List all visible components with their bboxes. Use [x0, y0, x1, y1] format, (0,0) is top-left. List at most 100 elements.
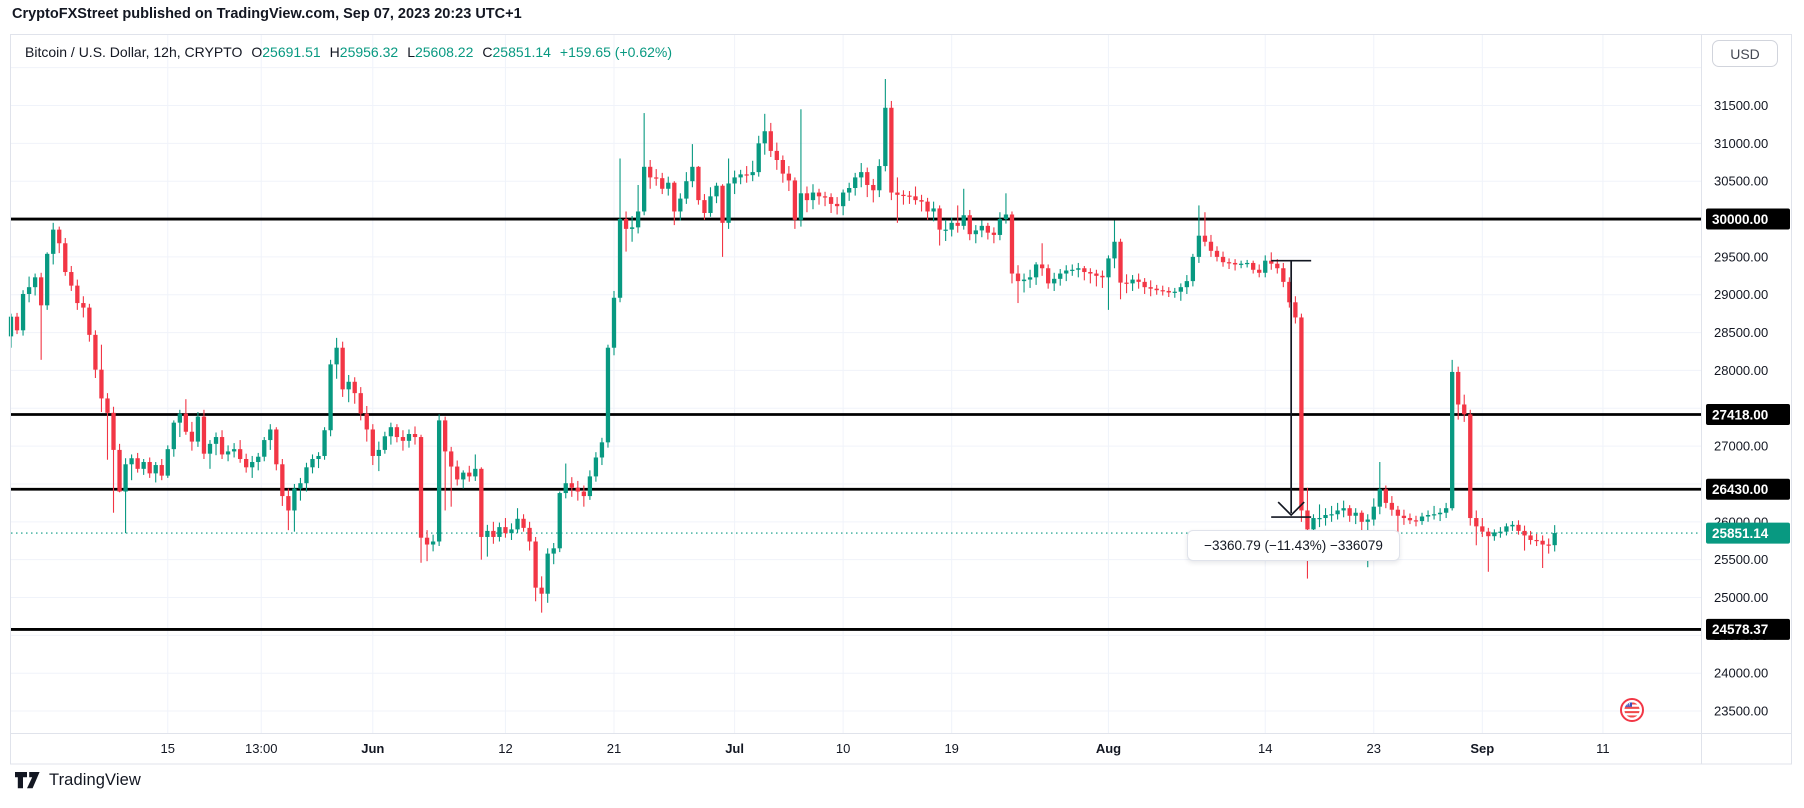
candle-body — [286, 496, 291, 511]
candle-body — [1504, 526, 1509, 532]
tradingview-footer[interactable]: TradingView — [14, 771, 141, 790]
candle-body — [1015, 273, 1021, 282]
candle-body — [883, 107, 888, 167]
candle-body — [1534, 539, 1539, 542]
candle-body — [352, 381, 357, 394]
time-tick-label: Jun — [361, 741, 384, 756]
price-tick-label: 24000.00 — [1714, 666, 1768, 681]
candle-body — [1407, 518, 1413, 521]
candle-body — [32, 277, 38, 288]
candle-body — [1425, 515, 1431, 517]
candle-body — [1492, 532, 1497, 537]
candle-body — [991, 232, 997, 235]
measure-annotation-label[interactable]: −3360.79 (−11.43%) −336079 — [1187, 530, 1400, 561]
candle-body — [412, 434, 418, 438]
candle-body — [629, 227, 635, 229]
candle-body — [394, 427, 400, 438]
price-tick-label: 30500.00 — [1714, 174, 1768, 189]
candle-body — [262, 440, 267, 457]
candle-body — [99, 369, 104, 399]
candle-body — [1232, 262, 1238, 265]
candle-body — [1039, 264, 1045, 269]
candle-body — [1341, 508, 1346, 511]
candle-body — [1329, 514, 1334, 516]
candle-body — [913, 196, 918, 201]
time-tick-label: Aug — [1096, 741, 1121, 756]
candle-body — [937, 208, 942, 230]
candle-body — [340, 347, 345, 390]
candle-body — [1142, 281, 1147, 288]
candle-body — [1540, 540, 1545, 545]
price-tick-label: 29000.00 — [1714, 287, 1768, 302]
candle-body — [81, 303, 86, 308]
candle-body — [690, 166, 695, 182]
candle-body — [931, 208, 936, 212]
candle-body — [105, 398, 110, 413]
candle-body — [527, 527, 532, 542]
flag-star — [1625, 702, 1627, 704]
time-tick-label: 21 — [607, 741, 621, 756]
candle-body — [1202, 235, 1208, 242]
candle-body — [750, 172, 755, 176]
candle-body — [292, 488, 297, 511]
time-tick-label: Jul — [725, 741, 744, 756]
candle-body — [1335, 510, 1340, 515]
flag-stripe — [1624, 711, 1640, 714]
candle-body — [1154, 288, 1159, 291]
candle-body — [1474, 518, 1479, 527]
candle-body — [997, 219, 1003, 235]
candle-body — [1094, 273, 1099, 276]
candle-body — [491, 530, 496, 537]
ohlc-high: H 25956.32 — [329, 44, 399, 60]
candle-body — [1419, 516, 1425, 522]
candle-body — [1299, 317, 1304, 511]
candle-body — [93, 334, 98, 370]
us-flag-icon[interactable] — [1620, 698, 1644, 722]
candle-body — [219, 437, 225, 455]
candle-body — [1413, 520, 1419, 522]
candle-body — [1462, 404, 1467, 415]
candle-body — [424, 537, 430, 545]
candle-body — [304, 467, 309, 484]
candle-body — [979, 225, 984, 231]
candlestick-series — [8, 79, 1557, 613]
candle-body — [901, 194, 906, 197]
candle-body — [1480, 526, 1485, 532]
candle-body — [225, 451, 231, 455]
candle-body — [165, 449, 170, 476]
candle-body — [1546, 544, 1551, 546]
candle-body — [985, 225, 991, 233]
candle-body — [1528, 535, 1533, 540]
candle-body — [1130, 279, 1135, 284]
candle-body — [117, 449, 122, 492]
candle-body — [1033, 264, 1039, 278]
candle-body — [159, 465, 164, 476]
candle-body — [1443, 508, 1449, 513]
candle-body — [702, 200, 707, 213]
candle-body — [792, 180, 798, 220]
candle-body — [382, 436, 388, 450]
candle-body — [75, 285, 80, 304]
flag-star — [1625, 704, 1627, 706]
candle-body — [967, 215, 972, 235]
candle-body — [322, 430, 327, 456]
candle-body — [744, 174, 749, 176]
time-tick-label: 19 — [944, 741, 958, 756]
candle-body — [1516, 524, 1521, 531]
candle-body — [1021, 279, 1027, 282]
candle-body — [708, 196, 713, 213]
price-range-arrow[interactable] — [1271, 259, 1312, 518]
time-tick-label: 12 — [498, 741, 512, 756]
candle-body — [57, 229, 62, 244]
candle-body — [316, 455, 321, 459]
symbol-legend[interactable]: Bitcoin / U.S. Dollar, 12h, CRYPTO O 2569… — [25, 44, 672, 60]
candle-body — [834, 203, 840, 207]
candle-body — [1498, 531, 1503, 533]
candle-body — [20, 293, 26, 331]
candle-body — [1431, 514, 1437, 516]
candle-body — [1112, 241, 1117, 259]
candle-body — [1052, 278, 1057, 284]
candle-body — [1058, 273, 1063, 279]
currency-toggle-button[interactable]: USD — [1712, 40, 1778, 67]
